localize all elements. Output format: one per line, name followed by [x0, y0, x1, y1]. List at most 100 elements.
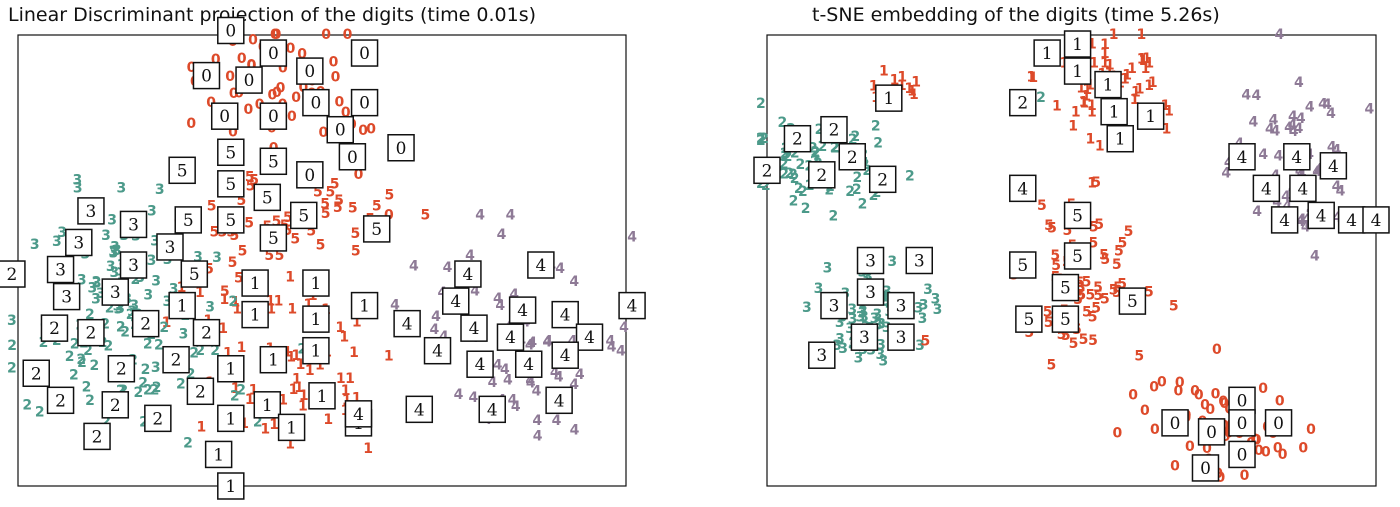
digit-point-0: 0 — [1140, 403, 1150, 419]
digit-point-0: 0 — [228, 124, 238, 140]
digit-point-0: 0 — [1205, 402, 1215, 418]
digit-thumbnail-0: 0 — [235, 66, 263, 94]
thumbnail-frame — [180, 260, 209, 288]
thumbnail-digit: 3 — [865, 283, 876, 303]
digit-point-2: 2 — [85, 307, 95, 323]
digit-point-5: 5 — [249, 172, 259, 188]
digit-point-1: 1 — [1086, 132, 1096, 148]
thumbnail-frame — [1009, 251, 1037, 279]
digit-thumbnail-3: 3 — [856, 278, 885, 306]
digit-thumbnail-3: 3 — [856, 246, 885, 275]
digit-point-1: 1 — [1068, 119, 1078, 135]
thumbnail-frame — [1191, 454, 1220, 482]
digit-point-4: 4 — [1249, 114, 1259, 130]
digit-point-3: 3 — [72, 172, 82, 188]
digit-point-1: 1 — [1087, 36, 1097, 52]
digit-point-4: 4 — [1269, 113, 1279, 129]
digit-thumbnail-5: 5 — [168, 156, 196, 185]
thumbnail-digit: 5 — [371, 220, 382, 240]
thumbnail-frame — [850, 323, 879, 351]
digit-point-1: 1 — [1028, 70, 1038, 86]
digit-thumbnail-2: 2 — [77, 318, 105, 347]
digit-point-4: 4 — [493, 291, 503, 307]
thumbnail-frame — [119, 251, 148, 279]
digit-point-2: 2 — [761, 178, 771, 194]
thumbnail-digit: 4 — [560, 346, 571, 366]
digit-thumbnail-0: 0 — [1197, 418, 1226, 446]
digit-point-0: 0 — [1202, 441, 1212, 457]
thumbnail-frame — [217, 206, 245, 234]
thumbnail-digit: 5 — [268, 152, 279, 172]
thumbnail-digit: 0 — [1170, 414, 1181, 434]
thumbnail-frame — [259, 102, 288, 130]
thumbnail-frame — [302, 336, 330, 365]
digit-thumbnail-0: 0 — [1191, 454, 1220, 482]
digit-point-4: 4 — [470, 283, 480, 299]
digit-thumbnail-4: 4 — [1283, 143, 1311, 171]
thumbnail-digit: 5 — [1023, 310, 1034, 330]
digit-point-3: 3 — [193, 249, 203, 265]
digit-thumbnail-2: 2 — [46, 386, 75, 415]
digit-point-5: 5 — [1144, 284, 1154, 300]
thumbnail-frame — [1270, 206, 1299, 234]
digit-thumbnail-1: 1 — [875, 84, 903, 112]
digit-point-3: 3 — [150, 234, 160, 250]
digit-point-2: 2 — [790, 171, 800, 187]
digit-point-3: 3 — [882, 294, 892, 310]
digit-point-0: 0 — [229, 86, 239, 102]
thumbnail-frame — [478, 395, 506, 424]
thumbnail-digit: 3 — [896, 328, 907, 348]
digit-point-5: 5 — [1134, 348, 1144, 364]
digit-point-4: 4 — [532, 413, 542, 429]
digit-point-1: 1 — [260, 421, 270, 437]
thumbnail-frame — [820, 291, 848, 320]
digit-point-3: 3 — [7, 313, 17, 329]
digit-point-3: 3 — [918, 311, 928, 327]
digit-point-0: 0 — [343, 27, 353, 43]
digit-thumbnail-3: 3 — [156, 233, 184, 261]
thumbnail-digit: 0 — [244, 71, 255, 91]
digit-thumbnail-4: 4 — [1228, 143, 1256, 171]
digit-thumbnail-0: 0 — [296, 161, 324, 189]
thumbnail-digit: 1 — [262, 396, 273, 416]
thumbnail-digit: 5 — [225, 211, 236, 231]
digit-point-4: 4 — [1288, 117, 1298, 133]
thumbnail-frame — [296, 161, 324, 189]
digit-point-3: 3 — [863, 269, 873, 285]
digit-point-1: 1 — [904, 81, 914, 97]
digit-thumbnail-5: 5 — [217, 170, 245, 198]
digit-point-4: 4 — [607, 340, 617, 356]
digit-point-4: 4 — [550, 365, 560, 381]
digit-point-0: 0 — [1112, 426, 1122, 442]
digit-thumbnail-2: 2 — [0, 260, 26, 288]
digit-thumbnail-1: 1 — [1100, 97, 1128, 126]
digit-thumbnail-0: 0 — [217, 16, 245, 45]
digit-point-2: 2 — [69, 368, 79, 384]
digit-thumbnail-1: 1 — [1136, 102, 1165, 130]
thumbnail-digit: 4 — [450, 292, 461, 312]
digit-thumbnail-1: 1 — [204, 440, 233, 469]
thumbnail-frame — [52, 282, 81, 311]
digit-point-1: 1 — [1142, 51, 1152, 67]
digit-point-1: 1 — [1148, 75, 1158, 91]
digit-point-4: 4 — [1332, 179, 1342, 195]
thumbnail-digit: 2 — [792, 130, 803, 150]
digit-point-1: 1 — [384, 349, 394, 365]
digit-thumbnail-3: 3 — [119, 210, 148, 239]
digit-thumbnail-5: 5 — [1063, 201, 1092, 230]
digit-point-4: 4 — [554, 369, 564, 385]
lda-projection-plot: 0000000000000000000000000000000000000000… — [0, 16, 646, 500]
thumbnail-frame — [868, 165, 897, 194]
digit-point-4: 4 — [497, 227, 507, 243]
digit-thumbnail-3: 3 — [52, 282, 81, 311]
digit-thumbnail-5: 5 — [174, 206, 202, 234]
digit-point-2: 2 — [815, 122, 825, 138]
digit-point-1: 1 — [1085, 78, 1095, 94]
thumbnail-frame — [83, 422, 111, 451]
digit-point-5: 5 — [1024, 325, 1034, 341]
digit-point-1: 1 — [1100, 37, 1110, 53]
thumbnail-frame — [186, 377, 215, 406]
digit-thumbnail-1: 1 — [1063, 57, 1092, 85]
thumbnail-frame — [838, 143, 867, 171]
digit-point-5: 5 — [1091, 175, 1101, 191]
